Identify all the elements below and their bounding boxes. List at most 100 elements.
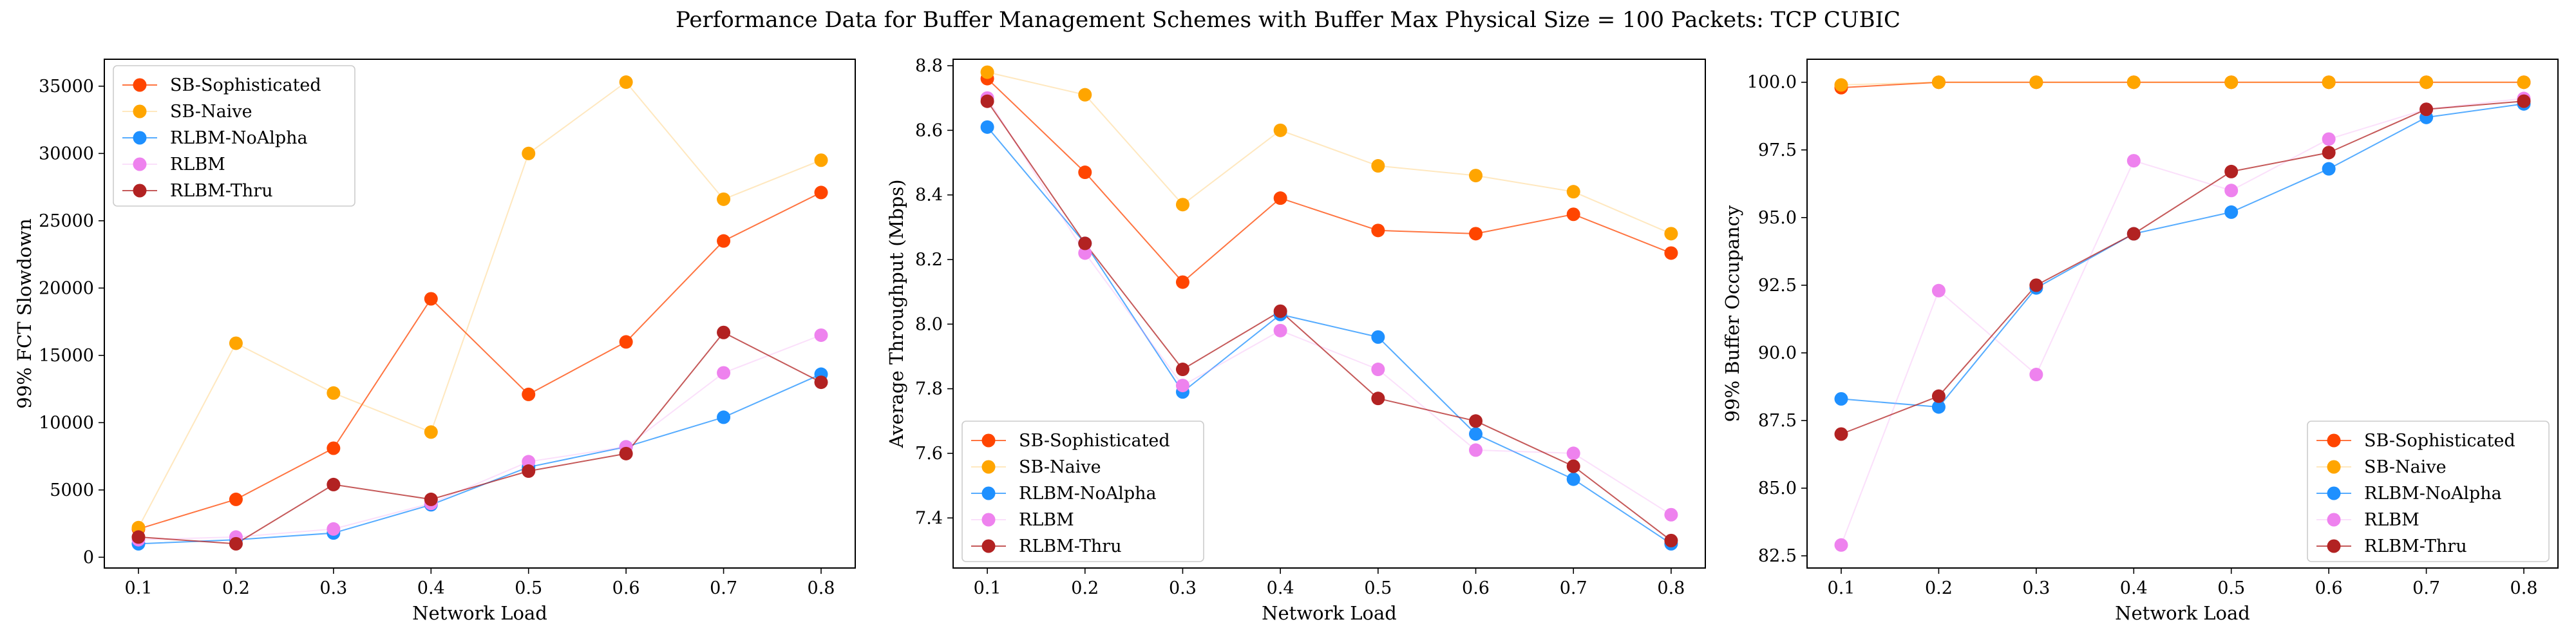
data-point-rlbm-thru [522, 464, 536, 478]
data-point-sb-naive [522, 146, 536, 160]
y-tick-label: 8.8 [915, 56, 943, 76]
data-point-sb-naive [814, 153, 828, 167]
y-tick-label: 90.0 [1758, 343, 1797, 363]
x-tick-label: 0.7 [710, 578, 737, 598]
data-point-sb-naive [1078, 88, 1092, 102]
series-line-sb-sophisticated [138, 192, 822, 530]
data-point-sb-naive [1469, 169, 1483, 183]
x-tick-label: 0.1 [125, 578, 153, 598]
x-axis-label: Network Load [412, 602, 547, 624]
legend-marker-sb-naive [133, 104, 147, 118]
data-point-rlbm [814, 328, 828, 342]
y-tick-label: 35000 [39, 77, 94, 97]
data-point-rlbm [1078, 246, 1092, 260]
y-tick-label: 85.0 [1758, 478, 1797, 498]
data-point-sb-sophisticated [1469, 227, 1483, 241]
data-point-rlbm-thru [814, 375, 828, 390]
series-line-rlbm [987, 97, 1672, 516]
data-point-rlbm [2029, 368, 2043, 382]
data-point-rlbm-thru [229, 536, 243, 551]
data-point-rlbm-thru [619, 446, 633, 460]
data-point-sb-naive [424, 425, 438, 439]
x-tick-label: 0.2 [1071, 578, 1099, 598]
y-tick-label: 25000 [39, 211, 94, 231]
data-point-sb-naive [2224, 75, 2239, 90]
legend-label-rlbm: RLBM [1019, 510, 1074, 530]
y-tick-label: 87.5 [1758, 411, 1797, 431]
x-tick-label: 0.2 [1925, 578, 1953, 598]
y-tick-label: 8.4 [915, 185, 943, 205]
data-point-sb-naive [2126, 75, 2141, 90]
legend-marker-rlbm-thru [2327, 539, 2341, 553]
legend-marker-sb-naive [981, 460, 996, 474]
data-point-sb-naive [1834, 78, 1848, 92]
data-point-rlbm-thru [2029, 278, 2043, 292]
series-line-rlbm-thru [1841, 100, 2524, 435]
y-tick-label: 30000 [39, 144, 94, 164]
data-point-sb-sophisticated [1078, 166, 1092, 180]
chart-panel-average-throughput: 0.1 0.2 0.3 0.4 0.5 0.6 0.7 0.8 7.4 7.6 7.8 8.0 8.2 8… [886, 56, 1706, 624]
series-line-rlbm [1841, 97, 2524, 545]
x-tick-label: 0.6 [2315, 578, 2343, 598]
x-tick-label: 0.2 [222, 578, 250, 598]
x-tick-label: 0.4 [2120, 578, 2148, 598]
x-tick-label: 0.5 [515, 578, 542, 598]
series-line-rlbm-thru [138, 332, 822, 545]
x-tick-label: 0.4 [417, 578, 445, 598]
legend-label-rlbm: RLBM [2364, 510, 2420, 530]
x-tick-label: 0.7 [1560, 578, 1587, 598]
data-point-rlbm [522, 455, 536, 469]
series-line-sb-naive [1841, 81, 2524, 86]
figure-title: Performance Data for Buffer Management S… [676, 7, 1900, 33]
data-point-sb-sophisticated [229, 492, 243, 506]
x-tick-label: 0.6 [1462, 578, 1490, 598]
legend-marker-rlbm-noalpha [2327, 486, 2341, 500]
data-point-sb-sophisticated [1664, 246, 1678, 260]
data-point-sb-sophisticated [424, 292, 438, 306]
data-point-rlbm-thru [1566, 459, 1580, 473]
data-point-sb-naive [1371, 159, 1385, 173]
data-point-sb-naive [2322, 75, 2336, 90]
data-point-sb-naive [717, 192, 731, 206]
legend-label-rlbm-noalpha: RLBM-NoAlpha [2364, 484, 2502, 504]
data-point-sb-sophisticated [814, 185, 828, 200]
data-point-rlbm-thru [1078, 236, 1092, 251]
x-tick-label: 0.1 [1828, 578, 1855, 598]
data-point-rlbm-noalpha [1566, 472, 1580, 486]
data-point-rlbm-thru [1175, 363, 1189, 377]
x-tick-label: 0.7 [2412, 578, 2440, 598]
data-point-rlbm-thru [2126, 227, 2141, 241]
y-tick-label: 8.0 [915, 314, 943, 334]
data-point-rlbm-thru [1834, 427, 1848, 441]
data-point-rlbm-noalpha [980, 120, 994, 134]
legend-box [113, 65, 355, 207]
data-point-sb-naive [980, 65, 994, 79]
data-point-sb-naive [327, 386, 341, 400]
data-point-sb-sophisticated [1273, 191, 1287, 205]
data-point-sb-naive [229, 336, 243, 350]
data-point-rlbm [2126, 154, 2141, 168]
legend-marker-rlbm [133, 157, 147, 171]
chart-panel-fct-slowdown: 0.1 0.2 0.3 0.4 0.5 0.6 0.7 0.8 0 5000 10000 15000 2… [14, 59, 856, 624]
data-point-rlbm-noalpha [717, 410, 731, 424]
legend-label-sb-naive: SB-Naive [2364, 457, 2447, 477]
data-point-rlbm-thru [717, 325, 731, 339]
data-point-sb-naive [1175, 198, 1189, 212]
legend-box [2307, 421, 2550, 562]
data-point-rlbm [1469, 443, 1483, 457]
data-point-sb-naive [1273, 123, 1287, 137]
legend-marker-sb-sophisticated [2327, 433, 2341, 448]
y-axis-label: 99% FCT Slowdown [14, 218, 35, 409]
data-point-rlbm-thru [2420, 102, 2434, 117]
y-tick-label: 95.0 [1758, 208, 1797, 228]
data-point-rlbm [1931, 283, 1946, 298]
legend-label-sb-sophisticated: SB-Sophisticated [1019, 431, 1170, 451]
data-point-rlbm [717, 366, 731, 380]
data-point-rlbm [1664, 507, 1678, 522]
data-point-rlbm-thru [2224, 164, 2239, 178]
y-axis-label: 99% Buffer Occupancy [1721, 205, 1743, 422]
x-tick-label: 0.5 [2217, 578, 2245, 598]
x-tick-label: 0.4 [1267, 578, 1294, 598]
data-point-rlbm [1175, 379, 1189, 393]
